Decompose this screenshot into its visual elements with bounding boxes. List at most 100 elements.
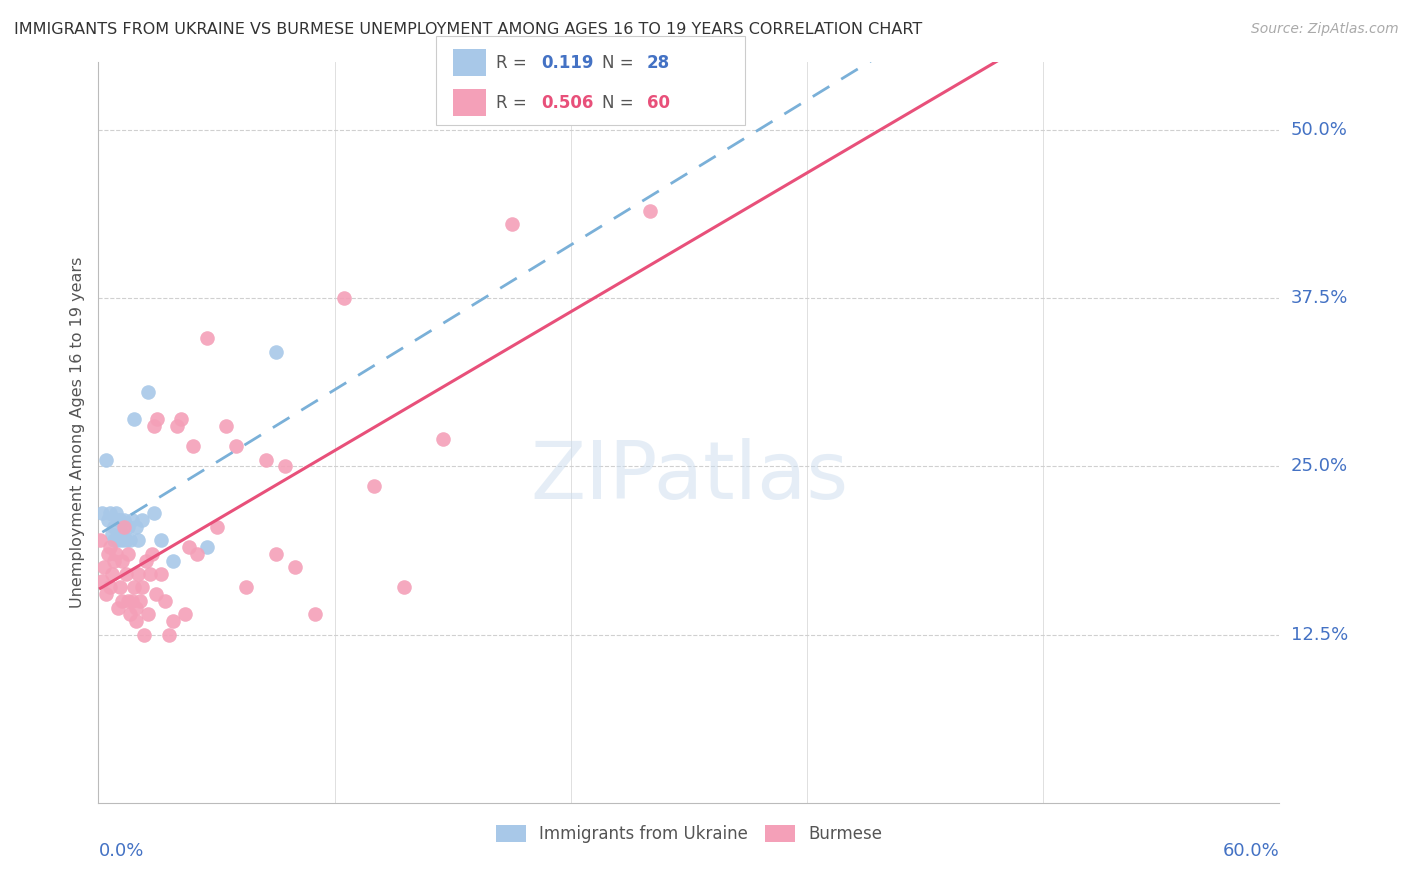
- Text: IMMIGRANTS FROM UKRAINE VS BURMESE UNEMPLOYMENT AMONG AGES 16 TO 19 YEARS CORREL: IMMIGRANTS FROM UKRAINE VS BURMESE UNEMP…: [14, 22, 922, 37]
- Point: [142, 507, 165, 521]
- Point: [118, 607, 141, 622]
- Point: [170, 412, 193, 426]
- Point: [215, 418, 238, 433]
- Point: [98, 581, 121, 595]
- Point: [98, 540, 121, 554]
- Text: N =: N =: [602, 54, 638, 71]
- Point: [186, 547, 208, 561]
- Point: [93, 560, 115, 574]
- Text: 12.5%: 12.5%: [1291, 625, 1348, 643]
- Point: [121, 513, 143, 527]
- Point: [105, 507, 128, 521]
- Point: [136, 607, 159, 622]
- Point: [392, 581, 415, 595]
- Point: [274, 459, 297, 474]
- Point: [91, 507, 114, 521]
- Point: [135, 553, 157, 567]
- Point: [111, 526, 134, 541]
- Point: [121, 594, 143, 608]
- Point: [96, 587, 118, 601]
- Point: [162, 614, 184, 628]
- Point: [91, 574, 114, 588]
- Text: ZIPatlas: ZIPatlas: [530, 438, 848, 516]
- Point: [117, 520, 139, 534]
- Text: 37.5%: 37.5%: [1291, 289, 1348, 307]
- Point: [89, 533, 111, 548]
- Point: [127, 533, 149, 548]
- Point: [166, 418, 188, 433]
- Y-axis label: Unemployment Among Ages 16 to 19 years: Unemployment Among Ages 16 to 19 years: [69, 257, 84, 608]
- Text: Source: ZipAtlas.com: Source: ZipAtlas.com: [1251, 22, 1399, 37]
- Point: [107, 600, 129, 615]
- Point: [254, 452, 277, 467]
- Text: 25.0%: 25.0%: [1291, 458, 1348, 475]
- Point: [108, 581, 131, 595]
- Point: [235, 581, 257, 595]
- Point: [138, 566, 160, 581]
- Point: [157, 627, 180, 641]
- Point: [112, 513, 135, 527]
- Point: [122, 581, 145, 595]
- Point: [103, 533, 125, 548]
- Point: [205, 520, 228, 534]
- Point: [304, 607, 326, 622]
- Point: [118, 533, 141, 548]
- Point: [141, 547, 163, 561]
- Point: [225, 439, 247, 453]
- Point: [125, 600, 148, 615]
- Point: [117, 594, 139, 608]
- Point: [97, 547, 120, 561]
- Point: [162, 553, 184, 567]
- Point: [111, 533, 134, 548]
- Point: [142, 418, 165, 433]
- Point: [432, 433, 454, 447]
- Point: [363, 479, 385, 493]
- Point: [101, 566, 124, 581]
- Point: [125, 520, 148, 534]
- Point: [96, 452, 118, 467]
- Point: [195, 331, 218, 345]
- Point: [97, 513, 120, 527]
- Point: [145, 587, 167, 601]
- Point: [111, 553, 134, 567]
- Point: [115, 533, 138, 548]
- Point: [122, 412, 145, 426]
- Text: 60: 60: [647, 94, 669, 112]
- Text: 28: 28: [647, 54, 669, 71]
- Point: [112, 520, 135, 534]
- Point: [150, 533, 173, 548]
- Point: [131, 513, 153, 527]
- Point: [132, 627, 155, 641]
- Point: [146, 412, 169, 426]
- Text: R =: R =: [496, 94, 533, 112]
- Point: [177, 540, 200, 554]
- Point: [264, 344, 287, 359]
- Point: [105, 547, 128, 561]
- Point: [501, 217, 523, 231]
- Point: [333, 291, 356, 305]
- Point: [103, 553, 125, 567]
- Text: 0.0%: 0.0%: [98, 842, 143, 860]
- Point: [136, 385, 159, 400]
- Point: [107, 513, 129, 527]
- Point: [117, 547, 139, 561]
- Point: [108, 513, 131, 527]
- Point: [638, 203, 661, 218]
- Point: [127, 566, 149, 581]
- Point: [107, 533, 129, 548]
- Point: [125, 614, 148, 628]
- Point: [128, 594, 150, 608]
- Point: [111, 594, 134, 608]
- Text: R =: R =: [496, 54, 533, 71]
- Point: [101, 526, 124, 541]
- Point: [181, 439, 204, 453]
- Point: [98, 507, 121, 521]
- Point: [150, 566, 173, 581]
- Point: [131, 581, 153, 595]
- Legend: Immigrants from Ukraine, Burmese: Immigrants from Ukraine, Burmese: [489, 819, 889, 850]
- Point: [284, 560, 307, 574]
- Text: 60.0%: 60.0%: [1223, 842, 1279, 860]
- Text: N =: N =: [602, 94, 638, 112]
- Text: 0.119: 0.119: [541, 54, 593, 71]
- Point: [264, 547, 287, 561]
